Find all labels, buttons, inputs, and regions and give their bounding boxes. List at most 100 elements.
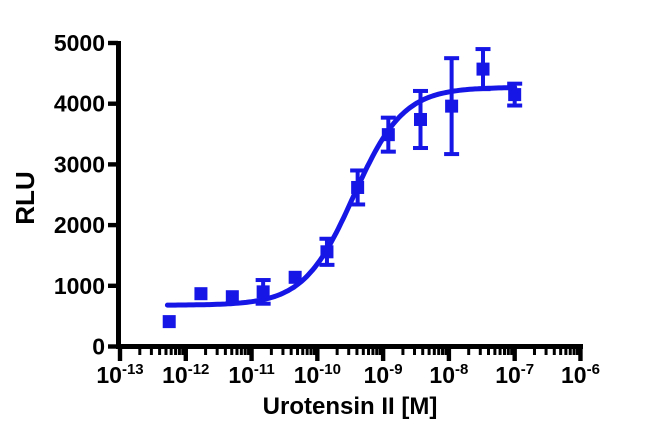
data-point	[288, 270, 302, 284]
x-minor-tick	[493, 344, 497, 355]
x-minor-tick	[164, 344, 168, 355]
x-minor-tick	[305, 344, 309, 355]
data-point	[320, 245, 334, 259]
y-major-tick	[108, 40, 118, 46]
x-major-tick	[512, 344, 517, 361]
x-minor-tick	[309, 344, 313, 355]
x-minor-tick	[375, 344, 379, 355]
data-point	[476, 62, 490, 76]
y-tick-label: 1000	[54, 273, 105, 299]
y-major-tick	[108, 162, 118, 167]
x-minor-tick	[575, 344, 579, 355]
x-minor-tick	[230, 344, 234, 355]
y-major-tick	[108, 101, 118, 106]
x-tick-label: 10-10	[294, 361, 341, 388]
x-minor-tick	[289, 344, 293, 355]
x-tick-label: 10-9	[364, 361, 403, 388]
y-major-tick	[108, 344, 118, 349]
x-minor-tick	[437, 344, 441, 355]
y-axis-line	[116, 41, 121, 349]
x-major-tick	[315, 344, 320, 361]
x-minor-tick	[552, 344, 556, 355]
y-major-tick	[108, 283, 118, 288]
y-tick-label: 0	[92, 334, 105, 360]
data-point	[381, 128, 395, 142]
x-minor-tick	[502, 344, 506, 355]
x-major-tick	[183, 344, 188, 361]
x-minor-tick	[215, 344, 219, 355]
x-minor-tick	[572, 344, 576, 355]
x-minor-tick	[149, 344, 153, 355]
x-minor-tick	[269, 344, 273, 355]
data-point	[225, 290, 239, 304]
x-minor-tick	[564, 344, 568, 355]
x-minor-tick	[177, 344, 181, 355]
x-minor-tick	[281, 344, 285, 355]
x-tick-label: 10-12	[162, 361, 209, 388]
data-point	[413, 112, 427, 126]
x-minor-tick	[169, 344, 173, 355]
x-minor-tick	[181, 344, 185, 355]
x-tick-label: 10-6	[561, 361, 600, 388]
x-minor-tick	[312, 344, 316, 355]
x-minor-tick	[498, 344, 502, 355]
x-minor-tick	[174, 344, 178, 355]
x-minor-tick	[427, 344, 431, 355]
x-minor-tick	[235, 344, 239, 355]
x-minor-tick	[510, 344, 514, 355]
x-minor-tick	[478, 344, 482, 355]
x-minor-tick	[444, 344, 448, 355]
data-point	[508, 88, 522, 102]
x-major-tick	[249, 344, 254, 361]
axes: 0 1000 2000 3000 4000 5000 10-13 10-12 10-11 10-1…	[54, 30, 600, 388]
plot-area	[162, 47, 523, 329]
data-point	[445, 99, 459, 113]
x-minor-tick	[239, 344, 243, 355]
x-minor-tick	[371, 344, 375, 355]
x-minor-tick	[223, 344, 227, 355]
x-major-tick	[578, 344, 583, 361]
x-minor-tick	[544, 344, 548, 355]
x-minor-tick	[413, 344, 417, 355]
x-tick-label: 10-11	[228, 361, 274, 388]
x-minor-tick	[158, 344, 162, 355]
x-minor-tick	[487, 344, 491, 355]
x-tick-label: 10-8	[429, 361, 468, 388]
fit-curve	[164, 85, 518, 308]
x-minor-tick	[559, 344, 563, 355]
x-minor-tick	[138, 344, 142, 355]
x-minor-tick	[421, 344, 425, 355]
x-minor-tick	[361, 344, 365, 355]
x-major-tick	[380, 344, 386, 361]
y-tick-label: 4000	[54, 91, 105, 117]
y-tick-label: 5000	[54, 30, 105, 56]
y-tick-label: 2000	[54, 212, 105, 238]
x-tick-label: 10-7	[495, 361, 534, 388]
x-minor-tick	[467, 344, 471, 355]
x-minor-tick	[378, 344, 382, 355]
x-minor-tick	[568, 344, 572, 355]
x-minor-tick	[243, 344, 247, 355]
x-major-tick	[446, 344, 452, 361]
data-point	[194, 287, 208, 301]
x-minor-tick	[432, 344, 436, 355]
data-point	[256, 285, 270, 299]
x-minor-tick	[301, 344, 305, 355]
x-minor-tick	[355, 344, 359, 355]
x-minor-tick	[247, 344, 251, 355]
x-minor-tick	[532, 344, 536, 355]
x-minor-tick	[204, 344, 208, 355]
x-axis-title: Urotensin II [M]	[263, 393, 438, 420]
x-minor-tick	[296, 344, 300, 355]
x-major-tick	[117, 344, 123, 361]
y-tick-label: 3000	[54, 151, 105, 177]
x-minor-tick	[441, 344, 445, 355]
y-major-tick	[108, 222, 118, 228]
x-minor-tick	[347, 344, 351, 355]
x-minor-tick	[335, 344, 339, 355]
data-point	[351, 180, 365, 194]
y-axis-title: RLU	[10, 171, 40, 224]
x-minor-tick	[506, 344, 510, 355]
